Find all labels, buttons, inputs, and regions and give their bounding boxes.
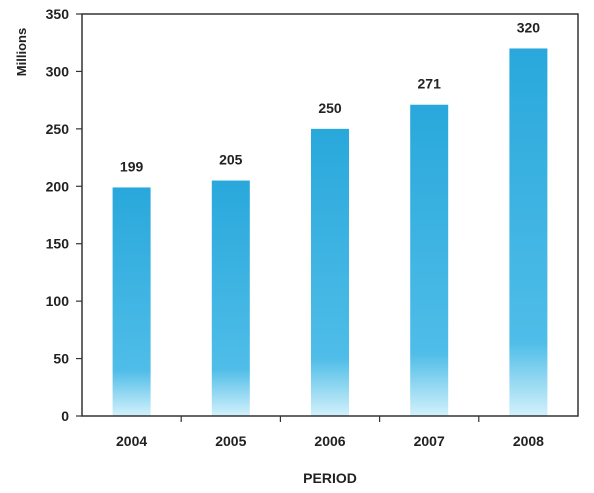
y-tick-label-150: 150: [46, 236, 70, 252]
y-tick-label-100: 100: [46, 293, 70, 309]
bar-2006: [311, 128, 349, 416]
x-tick-label-2007: 2007: [414, 433, 445, 449]
bar-2005: [211, 180, 250, 416]
bar-2008: [509, 48, 548, 416]
data-label-group: 199 205 250 271 320: [120, 19, 540, 174]
data-label-2006: 250: [318, 100, 342, 116]
x-axis: 2004 2005 2006 2007 2008: [116, 416, 544, 449]
x-tick-label-2005: 2005: [215, 433, 246, 449]
bar-group: [112, 48, 548, 416]
y-tick-label-350: 350: [46, 6, 70, 22]
x-axis-label: PERIOD: [303, 470, 357, 486]
data-label-2004: 199: [120, 158, 144, 174]
y-axis-label: Millions: [14, 28, 29, 76]
y-tick-label-250: 250: [46, 121, 70, 137]
y-axis: 0 50 100 150 200 250 300 350: [46, 6, 82, 424]
data-label-2008: 320: [517, 19, 541, 35]
x-tick-label-2006: 2006: [314, 433, 345, 449]
y-tick-label-0: 0: [61, 408, 69, 424]
y-tick-label-200: 200: [46, 178, 70, 194]
y-tick-label-300: 300: [46, 63, 70, 79]
bar-2004: [112, 187, 151, 416]
bar-2007: [410, 104, 449, 416]
x-tick-label-2008: 2008: [513, 433, 544, 449]
data-label-2007: 271: [418, 76, 442, 92]
plot-frame: [81, 13, 579, 417]
data-label-2005: 205: [219, 152, 243, 168]
x-tick-label-2004: 2004: [116, 433, 147, 449]
y-tick-label-50: 50: [53, 351, 69, 367]
